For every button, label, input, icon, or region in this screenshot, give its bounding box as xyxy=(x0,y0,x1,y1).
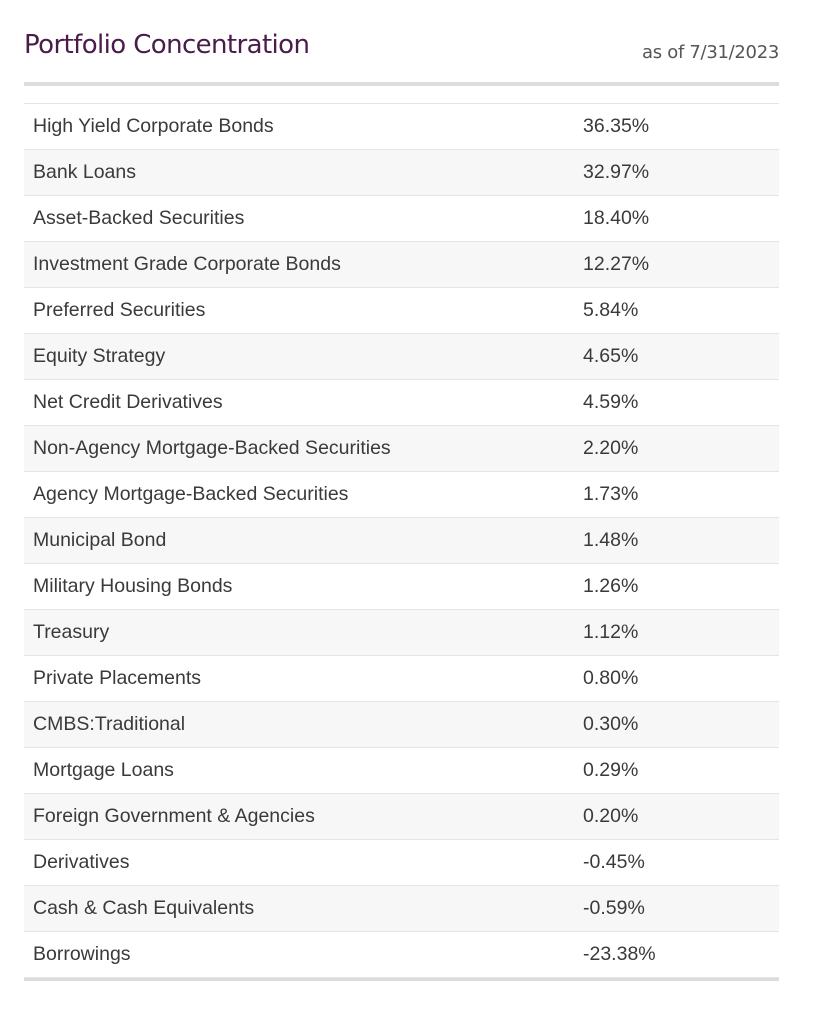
table-row: Borrowings -23.38% xyxy=(24,932,779,978)
allocation-percent: 0.80% xyxy=(583,667,639,689)
portfolio-concentration-panel: Portfolio Concentration as of 7/31/2023 … xyxy=(24,0,779,981)
table-row: Municipal Bond 1.48% xyxy=(24,518,779,564)
table-row: CMBS:Traditional 0.30% xyxy=(24,702,779,748)
allocation-percent: 1.26% xyxy=(583,575,639,597)
header-divider xyxy=(24,82,779,86)
sector-name: Net Credit Derivatives xyxy=(33,391,223,413)
sector-name: Municipal Bond xyxy=(33,529,167,551)
sector-name: Cash & Cash Equivalents xyxy=(33,897,255,919)
allocation-percent: 4.59% xyxy=(583,391,639,413)
sector-name: Private Placements xyxy=(33,667,201,689)
table-row: Cash & Cash Equivalents -0.59% xyxy=(24,886,779,932)
table-row: Preferred Securities 5.84% xyxy=(24,288,779,334)
table-row: Net Credit Derivatives 4.59% xyxy=(24,380,779,426)
allocation-percent: 4.65% xyxy=(583,345,639,367)
allocation-percent: 2.20% xyxy=(583,437,639,459)
table-row: Investment Grade Corporate Bonds 12.27% xyxy=(24,242,779,288)
sector-name: Bank Loans xyxy=(33,161,136,183)
allocation-percent: -0.45% xyxy=(583,851,645,873)
sector-name: Agency Mortgage-Backed Securities xyxy=(33,483,349,505)
table-row: Derivatives -0.45% xyxy=(24,840,779,886)
as-of-date: as of 7/31/2023 xyxy=(642,42,779,63)
allocation-percent: -23.38% xyxy=(583,943,656,965)
sector-name: Equity Strategy xyxy=(33,345,166,367)
sector-name: Treasury xyxy=(33,621,110,643)
allocation-percent: 18.40% xyxy=(583,207,650,229)
allocation-percent: 1.12% xyxy=(583,621,639,643)
sector-name: Non-Agency Mortgage-Backed Securities xyxy=(33,437,391,459)
allocation-percent: 32.97% xyxy=(583,161,650,183)
allocation-percent: 0.20% xyxy=(583,805,639,827)
table-row: Mortgage Loans 0.29% xyxy=(24,748,779,794)
allocation-percent: 1.48% xyxy=(583,529,639,551)
sector-name: Preferred Securities xyxy=(33,299,206,321)
table-row: Agency Mortgage-Backed Securities 1.73% xyxy=(24,472,779,518)
allocation-percent: 36.35% xyxy=(583,115,650,137)
table-row: Treasury 1.12% xyxy=(24,610,779,656)
table-row: Equity Strategy 4.65% xyxy=(24,334,779,380)
allocation-percent: -0.59% xyxy=(583,897,645,919)
sector-name: Military Housing Bonds xyxy=(33,575,233,597)
allocation-percent: 0.30% xyxy=(583,713,639,735)
sector-name: Mortgage Loans xyxy=(33,759,174,781)
sector-name: Borrowings xyxy=(33,943,131,965)
panel-header: Portfolio Concentration as of 7/31/2023 xyxy=(24,0,779,82)
sector-name: Foreign Government & Agencies xyxy=(33,805,315,827)
allocation-percent: 1.73% xyxy=(583,483,639,505)
table-row: Bank Loans 32.97% xyxy=(24,150,779,196)
allocation-percent: 5.84% xyxy=(583,299,639,321)
table-row: Military Housing Bonds 1.26% xyxy=(24,564,779,610)
allocation-percent: 0.29% xyxy=(583,759,639,781)
sector-name: High Yield Corporate Bonds xyxy=(33,115,274,137)
table-row: Private Placements 0.80% xyxy=(24,656,779,702)
sector-name: Investment Grade Corporate Bonds xyxy=(33,253,341,275)
table-row: Asset-Backed Securities 18.40% xyxy=(24,196,779,242)
sector-name: CMBS:Traditional xyxy=(33,713,186,735)
concentration-table: High Yield Corporate Bonds 36.35% Bank Loa… xyxy=(24,103,779,978)
sector-name: Derivatives xyxy=(33,851,130,873)
table-row: Foreign Government & Agencies 0.20% xyxy=(24,794,779,840)
table-row: Non-Agency Mortgage-Backed Securities 2.2… xyxy=(24,426,779,472)
panel-title: Portfolio Concentration xyxy=(24,30,310,60)
footer-divider xyxy=(24,977,779,981)
table-row: High Yield Corporate Bonds 36.35% xyxy=(24,104,779,150)
allocation-percent: 12.27% xyxy=(583,253,650,275)
sector-name: Asset-Backed Securities xyxy=(33,207,245,229)
